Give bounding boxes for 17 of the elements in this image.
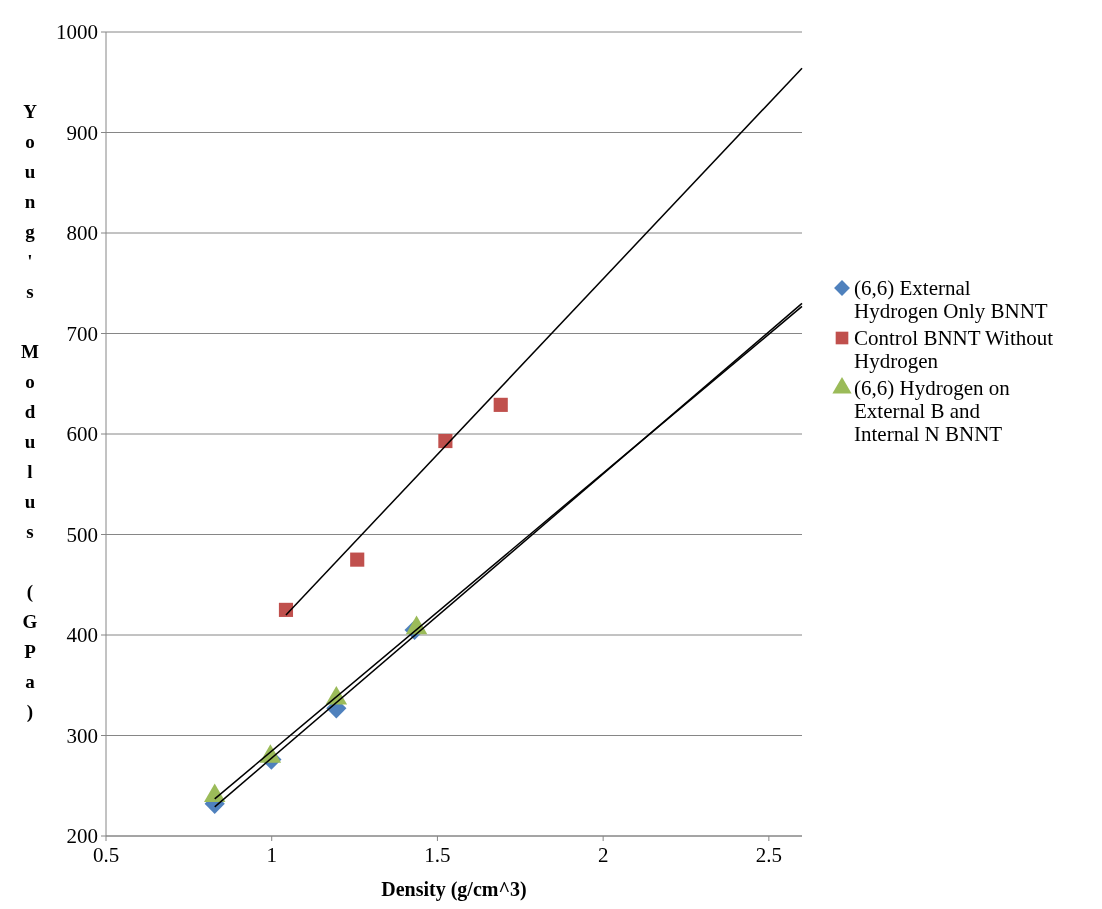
y-tick-label: 800 [66,221,98,246]
legend-label: (6,6) Hydrogen on External B and Internal N BNNT [854,376,1011,446]
y-tick-label: 700 [66,321,98,346]
y-tick-label: 900 [66,120,98,145]
text: Young's Modulus (GPa) [21,101,39,722]
legend-label: Control BNNT Without Hydrogen [854,326,1054,373]
y-tick-label: 1000 [56,20,98,45]
y-tick-label: 300 [66,723,98,748]
legend-label: (6,6) External Hydrogen Only BNNT [854,276,1048,323]
y-tick-label: 500 [66,522,98,547]
y-tick-label: 400 [66,623,98,648]
x-axis-title: Density (g/cm^3) [381,878,527,901]
x-tick-label: 1 [266,843,277,867]
x-tick-label: 2.5 [755,843,782,867]
x-tick-label: 1.5 [424,843,451,867]
x-tick-label: 2 [597,843,609,867]
y-tick-label: 600 [66,422,98,447]
